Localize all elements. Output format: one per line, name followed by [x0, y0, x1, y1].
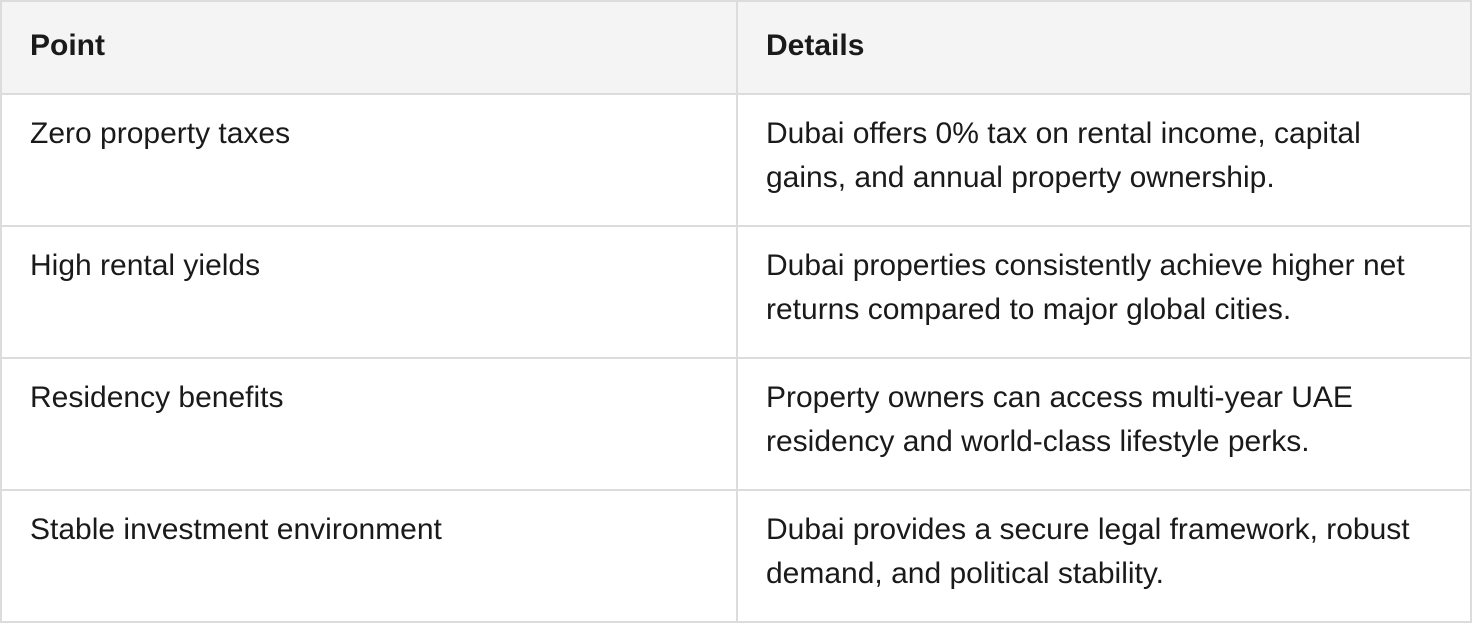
- cell-point: Residency benefits: [0, 357, 738, 491]
- cell-details: Property owners can access multi-year UA…: [736, 357, 1472, 491]
- table-row: Zero property taxes Dubai offers 0% tax …: [0, 93, 1472, 227]
- cell-point: High rental yields: [0, 225, 738, 359]
- header-details: Details: [736, 0, 1472, 95]
- cell-details: Dubai offers 0% tax on rental income, ca…: [736, 93, 1472, 227]
- header-row: Point Details: [0, 0, 1472, 95]
- table-row: Residency benefits Property owners can a…: [0, 357, 1472, 491]
- table-row: Stable investment environment Dubai prov…: [0, 489, 1472, 623]
- table-row: High rental yields Dubai properties cons…: [0, 225, 1472, 359]
- cell-details: Dubai properties consistently achieve hi…: [736, 225, 1472, 359]
- header-point: Point: [0, 0, 738, 95]
- benefits-table: Point Details Zero property taxes Dubai …: [0, 0, 1472, 623]
- cell-details: Dubai provides a secure legal framework,…: [736, 489, 1472, 623]
- cell-point: Zero property taxes: [0, 93, 738, 227]
- cell-point: Stable investment environment: [0, 489, 738, 623]
